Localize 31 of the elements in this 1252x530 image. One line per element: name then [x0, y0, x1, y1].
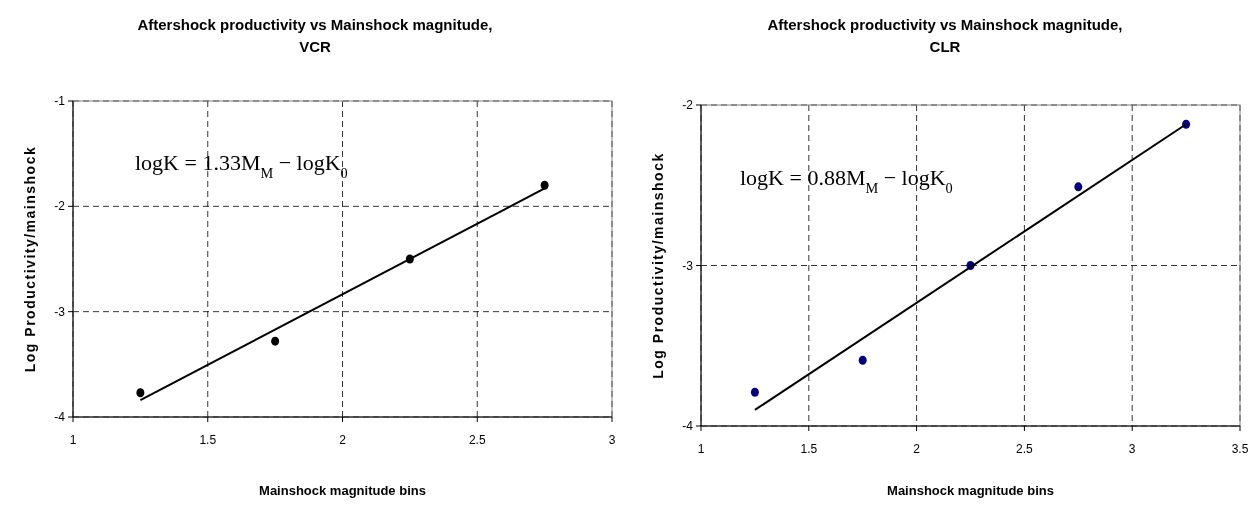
chart-title: Aftershock productivity vs Mainshock magnitude, VCR: [137, 16, 493, 55]
x-tick-label: 3.5: [1231, 442, 1249, 456]
y-tick-label: -3: [682, 258, 694, 273]
chart-title: Aftershock productivity vs Mainshock magnitude, CLR: [767, 16, 1123, 55]
annotation: logK = 1.33M$_{M}$ − logK$_{0}$: [135, 150, 348, 181]
x-tick-label: 1: [697, 442, 705, 456]
x-tick-label: 1.5: [199, 433, 217, 447]
y-tick-label: -1: [54, 94, 66, 108]
y-axis-title: Log Productivity/mainshock: [650, 152, 666, 379]
point: [750, 387, 759, 397]
annotation: logK = 0.88M$_{M}$ − logK$_{0}$: [740, 165, 953, 196]
point: [136, 388, 145, 398]
y-tick-label: -2: [682, 98, 694, 112]
y-axis-title: Log Productivity/mainshock: [22, 145, 38, 373]
x-axis-title: Mainshock magnitude bins: [887, 483, 1054, 498]
point: [858, 355, 867, 365]
x-axis-title: Mainshock magnitude bins: [259, 483, 426, 498]
point: [271, 336, 280, 346]
point: [1074, 182, 1083, 192]
y-tick-label: -2: [54, 199, 66, 214]
x-tick-label: 1.5: [800, 442, 818, 456]
y-tick-label: -4: [682, 419, 694, 433]
x-tick-label: 3: [608, 433, 616, 447]
x-tick-label: 2.5: [1016, 442, 1034, 456]
y-tick-label: -4: [54, 410, 66, 424]
x-tick-label: 1: [69, 433, 77, 447]
x-tick-label: 3: [1128, 442, 1136, 456]
x-tick-label: 2: [339, 433, 347, 447]
x-tick-label: 2: [913, 442, 921, 456]
x-tick-label: 2.5: [468, 433, 486, 447]
y-tick-label: -3: [54, 304, 66, 319]
